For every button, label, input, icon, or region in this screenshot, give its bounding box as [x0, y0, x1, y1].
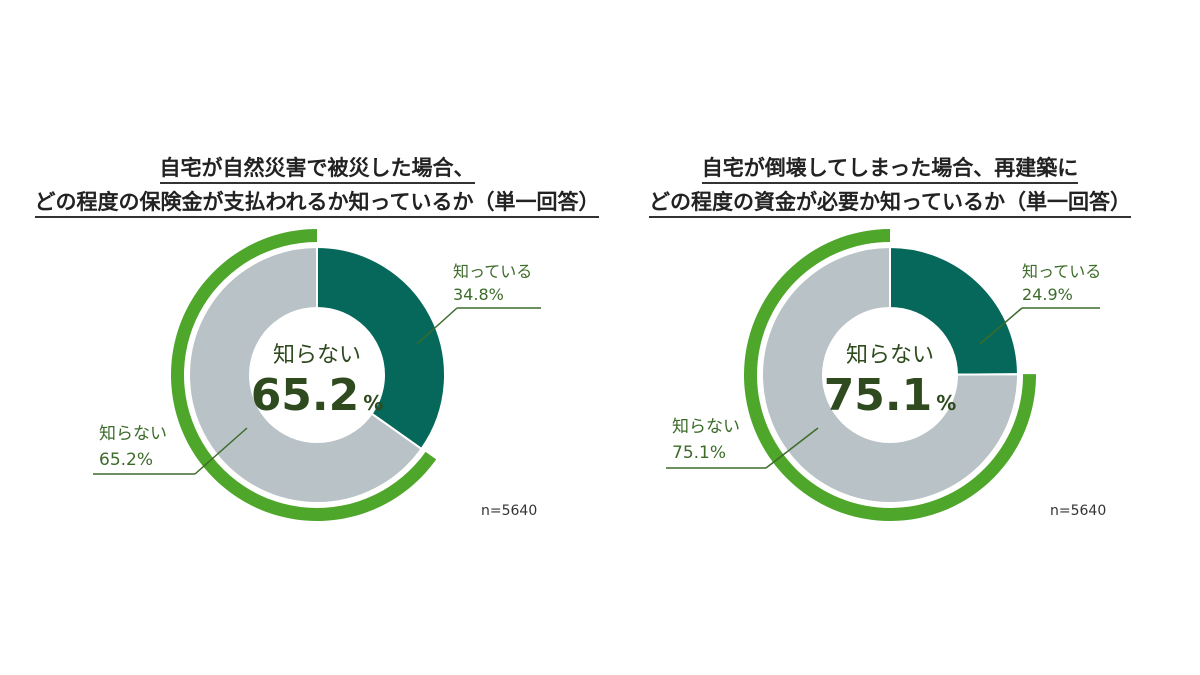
leader-line-unknown: [194, 427, 248, 475]
slice-label-known: 知っている: [1022, 262, 1101, 281]
slice-label-unknown: 知らない: [672, 417, 740, 437]
slice-value-unknown: 65.2%: [99, 450, 153, 470]
slice-value-unknown: 75.1%: [672, 443, 726, 463]
slice-known: [316, 245, 446, 451]
donut-hole: [822, 307, 958, 443]
chart-panel-right: 自宅が倒壊してしまった場合、再建築に どの程度の資金が必要か知っているか（単一回…: [590, 0, 1190, 675]
slice-unknown: [761, 245, 1019, 504]
chart-title-line1: 自宅が自然災害で被災した場合、: [159, 154, 475, 184]
slice-label-unknown: 知らない: [99, 424, 167, 444]
slice-value-known: 34.8%: [453, 285, 504, 304]
chart-title-line1: 自宅が倒壊してしまった場合、再建築に: [701, 154, 1079, 184]
center-unit: %: [936, 391, 956, 415]
center-value: 75.1: [824, 370, 933, 421]
chart-title: 自宅が自然災害で被災した場合、 どの程度の保険金が支払われるか知っているか（単一…: [17, 152, 617, 218]
leader-line-known: [416, 307, 458, 345]
sample-size-note: n=5640: [1050, 503, 1106, 519]
chart-panel-left: 自宅が自然災害で被災した場合、 どの程度の保険金が支払われるか知っているか（単一…: [17, 0, 617, 675]
leader-line-known: [979, 307, 1023, 345]
center-label: 知らない: [846, 343, 934, 368]
slice-label-known: 知っている: [453, 262, 532, 281]
center-value-group: 75.1%: [824, 370, 957, 421]
donut-group: [170, 229, 446, 522]
chart-title: 自宅が倒壊してしまった場合、再建築に どの程度の資金が必要か知っているか（単一回…: [590, 152, 1190, 218]
center-label: 知らない: [273, 343, 361, 368]
sample-size-note: n=5640: [481, 503, 537, 519]
chart-title-line2: どの程度の保険金が支払われるか知っているか（単一回答）: [34, 188, 600, 218]
slice-value-known: 24.9%: [1022, 285, 1073, 304]
donut-hole: [249, 307, 385, 443]
chart-title-line2: どの程度の資金が必要か知っているか（単一回答）: [649, 188, 1131, 218]
donut-chart-right: 知っている 24.9% 知らない 75.1% 知らない 75.1% n=5640: [666, 229, 1106, 521]
center-value: 65.2: [251, 370, 360, 421]
donut-chart-left: 知っている 34.8% 知らない 65.2% 知らない 65.2% n=5640: [93, 229, 541, 522]
center-unit: %: [363, 391, 383, 415]
center-value-group: 65.2%: [251, 370, 384, 421]
leader-line-unknown: [765, 427, 819, 469]
donut-group: [744, 229, 1036, 521]
